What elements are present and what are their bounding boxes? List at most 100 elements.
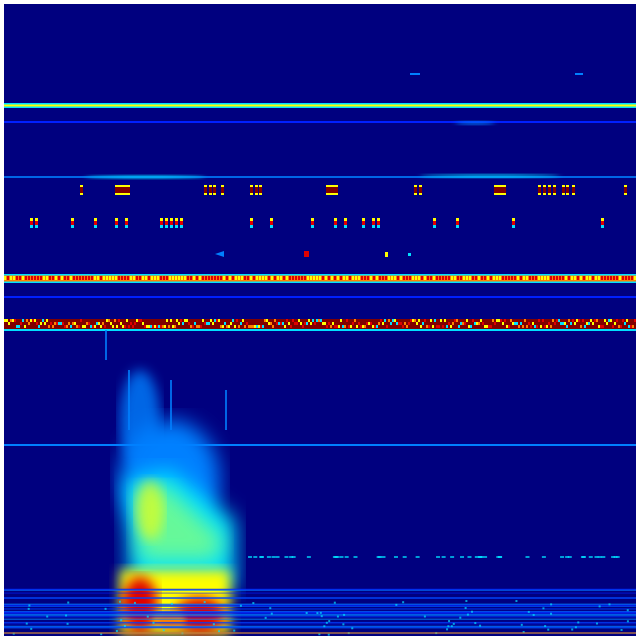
- band-noise: [145, 276, 147, 280]
- band-noise: [12, 319, 14, 322]
- band-noise: [74, 322, 76, 325]
- band-noise: [91, 276, 93, 280]
- band-noise: [85, 276, 87, 280]
- band-noise: [54, 322, 56, 325]
- band-noise: [30, 319, 32, 322]
- noise-speck: [544, 625, 547, 628]
- band-noise: [554, 322, 556, 325]
- noise-speck: [477, 556, 482, 558]
- band-noise: [446, 325, 448, 328]
- event-edge: [538, 193, 541, 195]
- band-noise: [22, 276, 24, 280]
- band-noise: [58, 276, 60, 280]
- band-noise: [20, 322, 22, 325]
- noise-speck: [626, 620, 629, 623]
- noise-speck: [525, 556, 530, 558]
- band-highlight: [455, 121, 495, 125]
- event-edge: [160, 225, 163, 228]
- band-noise: [193, 276, 195, 280]
- band-noise: [220, 276, 222, 280]
- band-noise: [72, 322, 74, 325]
- event-edge: [80, 185, 83, 187]
- band-noise: [350, 325, 352, 328]
- band-noise: [208, 322, 210, 325]
- band-noise: [283, 276, 285, 280]
- band-noise: [354, 319, 356, 322]
- band-noise: [152, 325, 154, 328]
- noise-speck: [27, 607, 30, 610]
- band-noise: [548, 322, 550, 325]
- noise-line: [4, 589, 636, 591]
- band-noise: [552, 319, 554, 322]
- band-noise: [133, 276, 135, 280]
- band-noise: [562, 322, 564, 325]
- noise-line: [4, 605, 636, 607]
- band-noise: [13, 276, 15, 280]
- band-noise: [362, 325, 364, 328]
- band-noise: [331, 276, 333, 280]
- band-noise: [478, 276, 480, 280]
- noise-speck: [459, 616, 462, 619]
- noise-speck: [588, 556, 593, 558]
- band-line: [4, 296, 636, 298]
- band-noise: [481, 276, 483, 280]
- band-noise: [436, 276, 438, 280]
- band-noise: [130, 322, 132, 325]
- band-noise: [332, 322, 334, 325]
- band-noise: [186, 319, 188, 322]
- event-edge: [326, 193, 338, 195]
- event-edge: [334, 225, 337, 228]
- event-block: [304, 251, 309, 257]
- event-block: [414, 185, 417, 195]
- band-noise: [200, 325, 202, 328]
- band-noise: [403, 276, 405, 280]
- band-noise: [574, 322, 576, 325]
- band-noise: [260, 325, 262, 328]
- band-noise: [556, 276, 558, 280]
- band-noise: [366, 322, 368, 325]
- band-noise: [433, 276, 435, 280]
- band-noise: [372, 325, 374, 328]
- noise-speck: [541, 556, 546, 558]
- band-noise: [422, 322, 424, 325]
- band-noise: [310, 322, 312, 325]
- band-noise: [379, 276, 381, 280]
- band-noise: [14, 319, 16, 322]
- noise-speck: [46, 615, 49, 618]
- band-noise: [282, 322, 284, 325]
- noise-speck: [120, 619, 123, 622]
- band-noise: [121, 276, 123, 280]
- event-block: [433, 218, 436, 228]
- band-noise: [559, 276, 561, 280]
- event-block: [180, 218, 183, 228]
- band-noise: [550, 276, 552, 280]
- band-noise: [516, 322, 518, 325]
- band-noise: [343, 276, 345, 280]
- band-noise: [158, 325, 160, 328]
- band-noise: [214, 276, 216, 280]
- band-line: [4, 632, 636, 634]
- noise-speck: [395, 603, 398, 606]
- band-noise: [506, 325, 508, 328]
- event-edge: [553, 185, 556, 187]
- noise-speck: [447, 625, 450, 628]
- event-block: [270, 218, 273, 228]
- band-noise: [55, 276, 57, 280]
- event-edge: [115, 225, 118, 228]
- event-block: [538, 185, 541, 195]
- band-noise: [86, 322, 88, 325]
- band-noise: [288, 322, 290, 325]
- band-noise: [398, 322, 400, 325]
- noise-speck: [305, 611, 308, 614]
- event-edge: [548, 193, 551, 195]
- event-block: [255, 185, 258, 195]
- band-noise: [324, 322, 326, 325]
- noise-speck: [270, 612, 273, 615]
- event-edge: [255, 185, 258, 187]
- band-highlight: [85, 175, 205, 179]
- band-noise: [364, 276, 366, 280]
- event-edge: [270, 218, 273, 221]
- noise-speck: [474, 556, 479, 558]
- band-noise: [356, 325, 358, 328]
